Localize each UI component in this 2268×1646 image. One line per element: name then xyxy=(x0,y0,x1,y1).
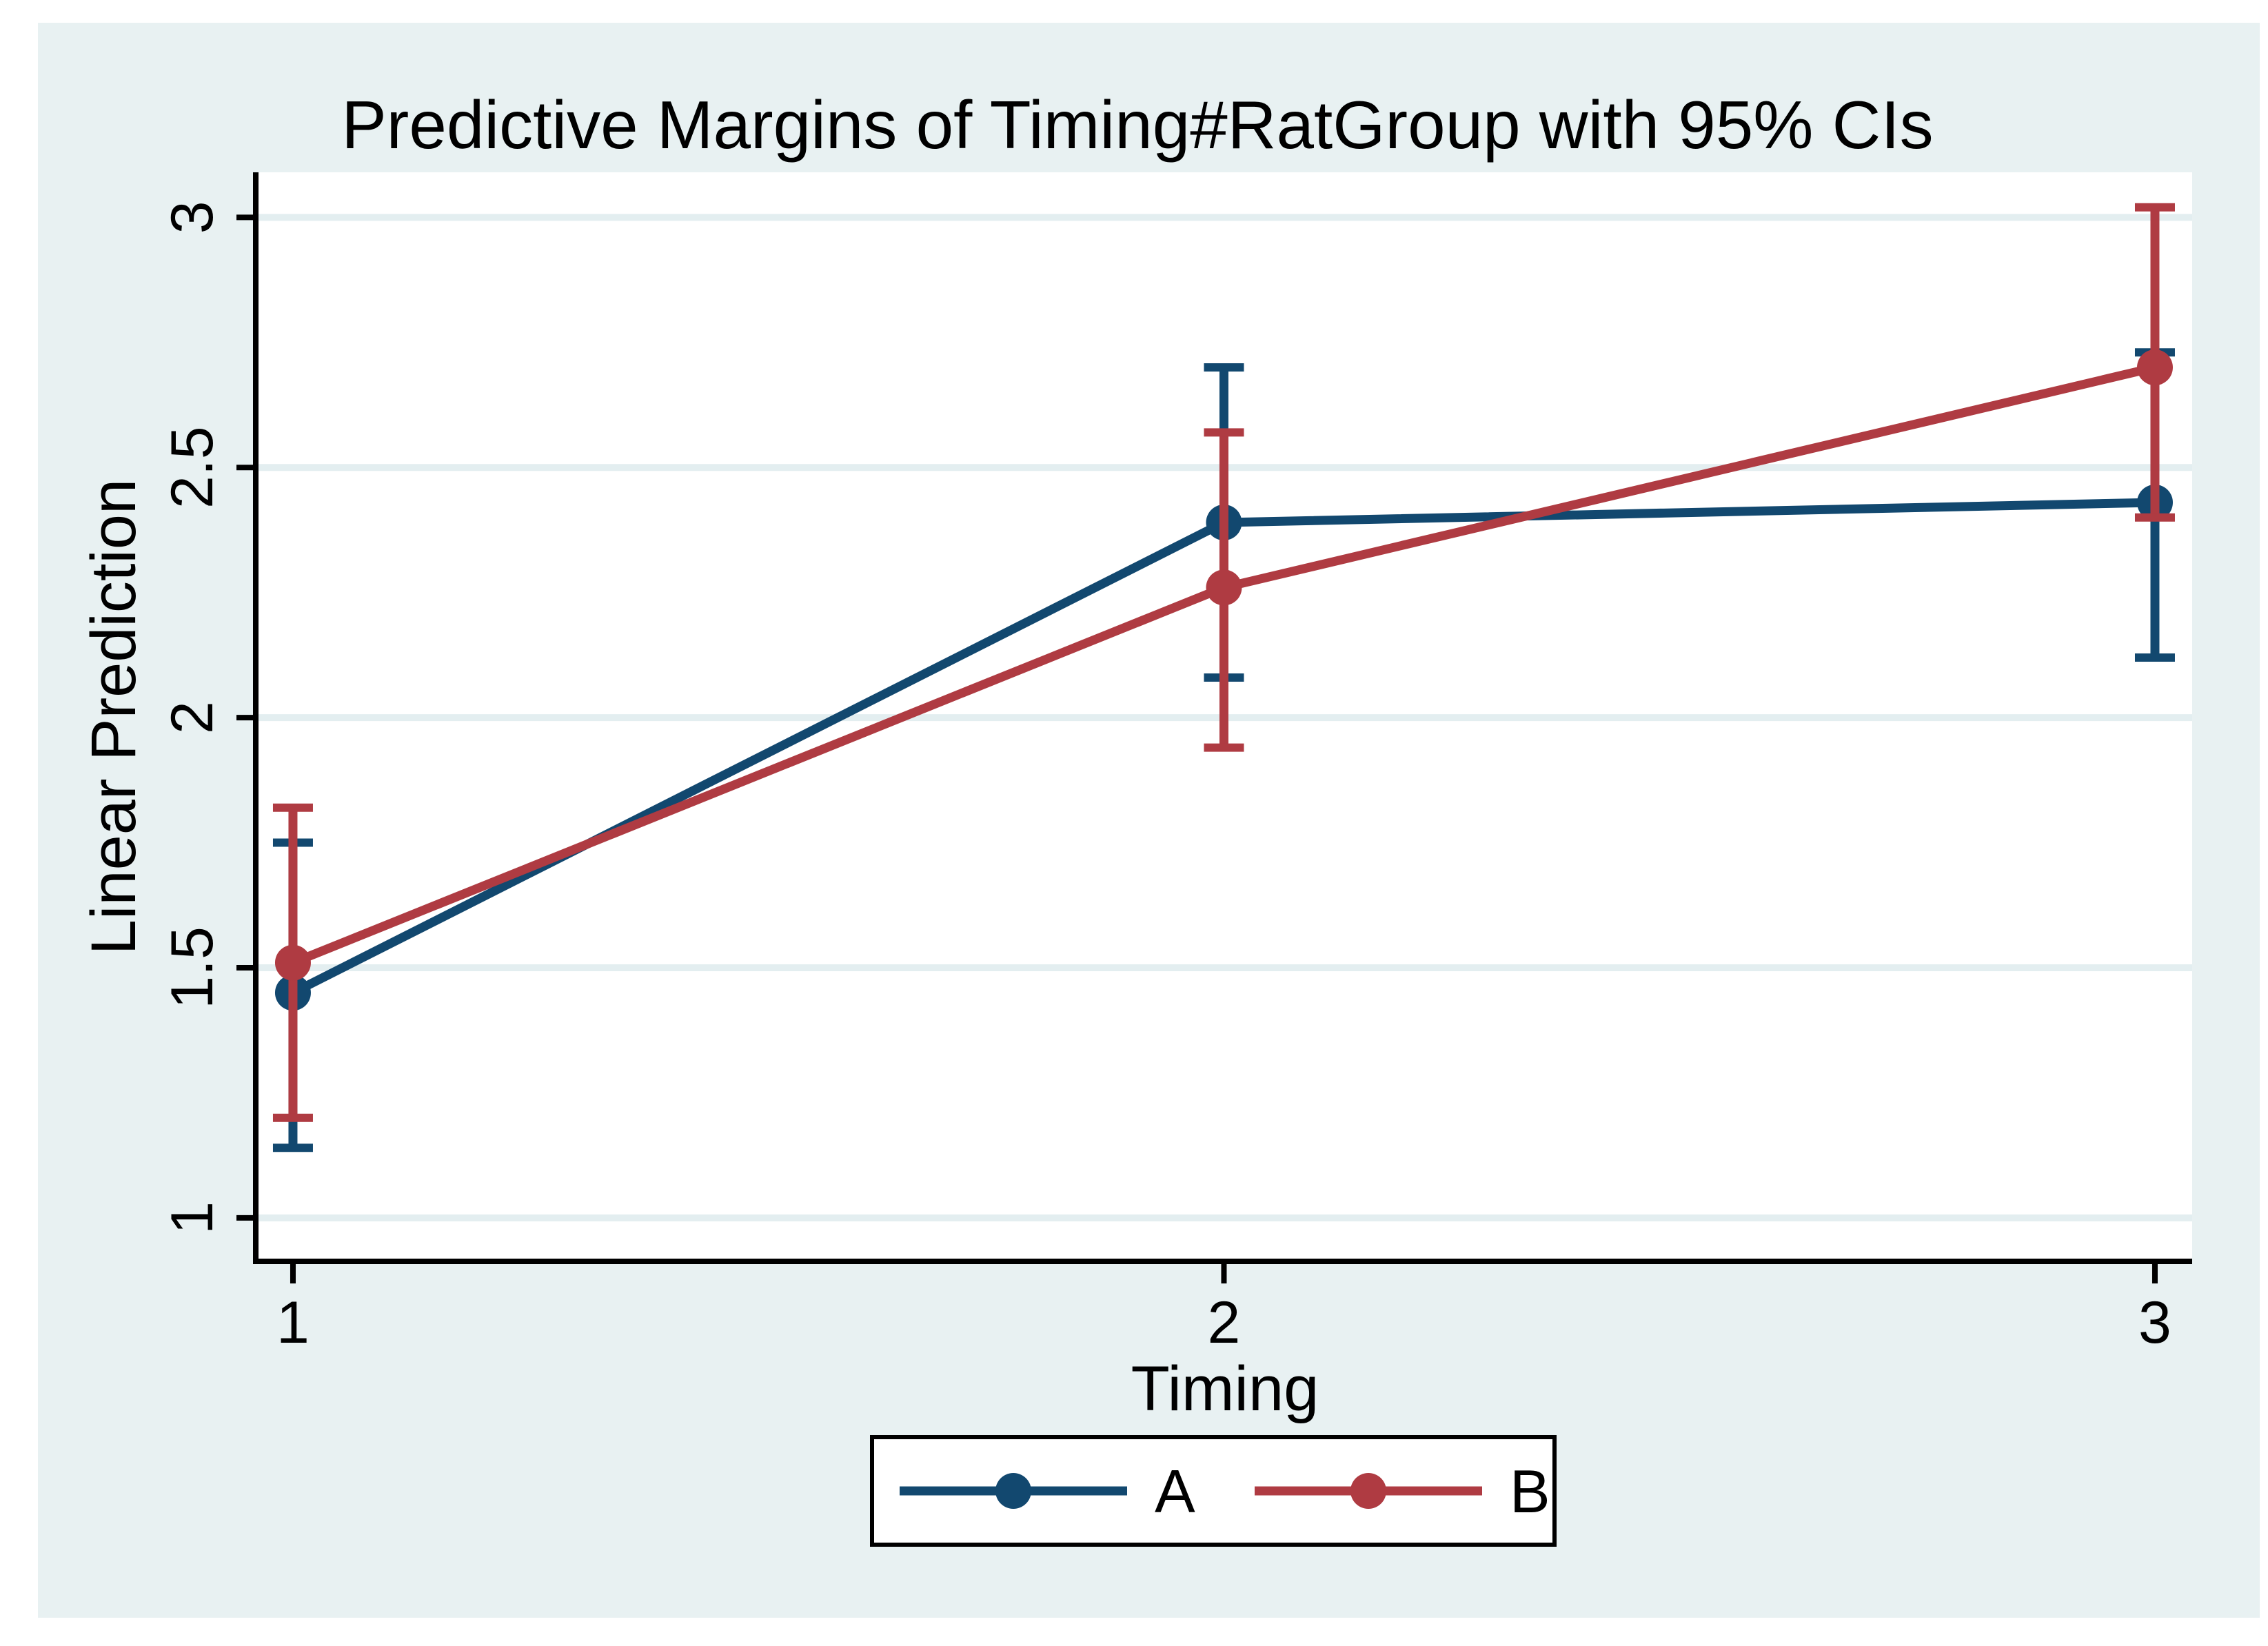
legend-label-b: B xyxy=(1510,1457,1550,1525)
ticks-layer xyxy=(236,214,2158,1283)
y-tick-label: 2.5 xyxy=(159,426,225,509)
tick-labels-layer: 1 1.5 2 2.5 3 1 2 3 xyxy=(159,201,2171,1356)
x-tick-label: 3 xyxy=(2138,1290,2171,1356)
y-tick-label: 2 xyxy=(159,701,225,734)
y-axis-title: Linear Prediction xyxy=(79,479,149,955)
series-layer xyxy=(272,203,2175,1152)
series-B xyxy=(272,203,2175,1122)
data-marker xyxy=(1206,569,1242,606)
x-tick-label: 2 xyxy=(1208,1290,1241,1356)
data-marker xyxy=(274,944,311,981)
y-tick-label: 3 xyxy=(159,201,225,234)
y-tick-label: 1.5 xyxy=(159,926,225,1009)
legend-marker-b xyxy=(1350,1473,1386,1509)
legend: A B xyxy=(870,1435,1557,1547)
legend-border xyxy=(870,1435,1557,1547)
data-marker xyxy=(2136,349,2173,386)
legend-marker-a xyxy=(995,1473,1031,1509)
chart-title: Predictive Margins of Timing#RatGroup wi… xyxy=(341,87,1933,163)
legend-entry-b: B xyxy=(1255,1457,1550,1525)
x-tick-label: 1 xyxy=(276,1290,310,1356)
y-tick-label: 1 xyxy=(159,1201,225,1234)
legend-entry-a: A xyxy=(900,1457,1195,1525)
x-axis-title: Timing xyxy=(1131,1354,1319,1424)
legend-label-a: A xyxy=(1155,1457,1195,1525)
